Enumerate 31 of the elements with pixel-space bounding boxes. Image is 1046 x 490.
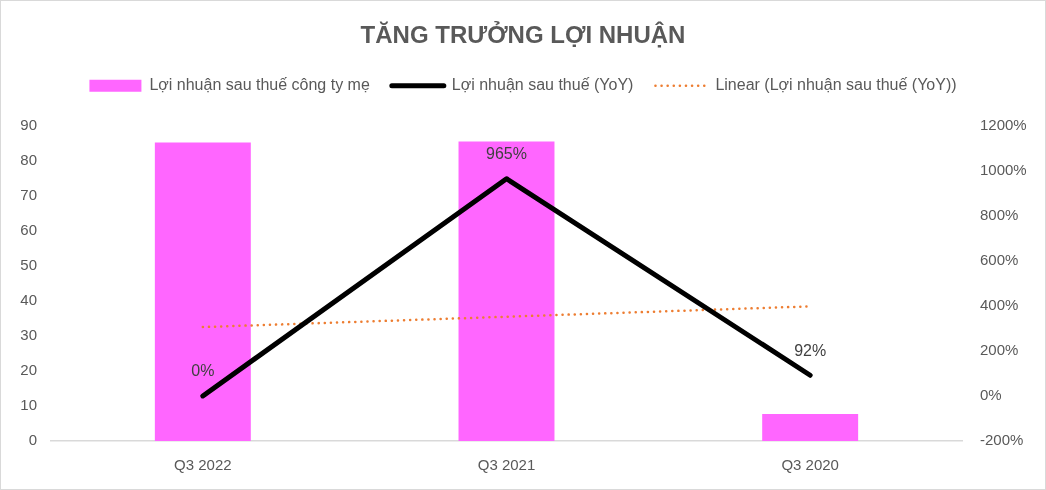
y2-tick-label: 400% (980, 296, 1019, 314)
y2-tick-label: 1000% (980, 160, 1027, 178)
x-tick-label: Q3 2022 (174, 456, 232, 474)
chart-title: TĂNG TRƯỞNG LỢI NHUẬN (360, 20, 686, 49)
y-tick-label: 40 (20, 291, 37, 309)
x-tick-label: Q3 2021 (477, 456, 536, 474)
data-label: 92% (794, 341, 827, 359)
y2-tick-label: -200% (980, 431, 1024, 449)
bar (154, 142, 251, 441)
x-tick-label: Q3 2020 (781, 456, 839, 474)
y-tick-label: 80 (20, 150, 37, 168)
y-tick-label: 10 (20, 396, 37, 414)
y2-tick-label: 1200% (980, 115, 1027, 133)
data-label: 0% (191, 362, 215, 380)
y-tick-label: 20 (20, 361, 37, 379)
legend-label: Lợi nhuận sau thuế (YoY) (451, 76, 634, 94)
data-label: 965% (486, 145, 527, 163)
y2-tick-label: 200% (980, 341, 1019, 359)
y2-tick-label: 0% (980, 386, 1002, 404)
y-tick-label: 30 (20, 326, 37, 344)
bar (458, 141, 555, 441)
y-tick-label: 60 (20, 221, 37, 239)
legend-label: Lợi nhuận sau thuế công ty mẹ (149, 76, 370, 94)
y-tick-label: 50 (20, 256, 37, 274)
y-tick-label: 70 (20, 185, 37, 203)
bar (762, 414, 859, 441)
y2-tick-label: 800% (980, 206, 1019, 223)
y-tick-label: 90 (20, 115, 37, 133)
y2-tick-label: 600% (980, 251, 1019, 269)
legend-label: Linear (Lợi nhuận sau thuế (YoY)) (715, 76, 957, 94)
y-tick-label: 0 (28, 431, 37, 449)
